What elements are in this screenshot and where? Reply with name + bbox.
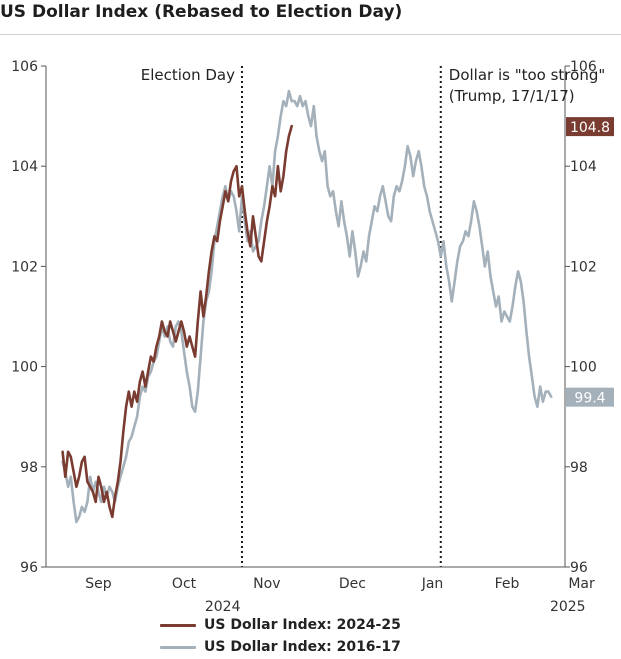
x-tick-label-feb: Feb: [495, 576, 520, 592]
y-tick-label-right: 96: [570, 560, 588, 576]
end-label-box-2024-25: [566, 117, 614, 137]
annotation-election-day: Election Day: [141, 66, 235, 84]
y-tick-label-right: 102: [570, 259, 597, 275]
end-label-box-2016-17: [566, 387, 614, 407]
annotation-too-strong-line-0: Dollar is "too strong": [449, 66, 605, 84]
y-tick-label-left: 106: [11, 59, 38, 75]
y-tick-label-right: 106: [570, 59, 597, 75]
x-tick-label-mar: Mar: [568, 576, 595, 592]
y-tick-label-right: 98: [570, 460, 588, 476]
legend: US Dollar Index: 2024-25 US Dollar Index…: [160, 614, 401, 658]
chart-title: US Dollar Index (Rebased to Election Day…: [0, 2, 403, 22]
end-label-2016-17: 99.4: [574, 391, 605, 407]
x-year-label-2025: 2025: [550, 599, 586, 612]
x-tick-label-sep: Sep: [85, 576, 112, 592]
y-tick-label-left: 96: [20, 560, 38, 576]
x-tick-label-dec: Dec: [339, 576, 366, 592]
series-line-2024-25: [61, 124, 293, 519]
x-tick-label-oct: Oct: [172, 576, 197, 592]
legend-swatch-2024-25: [160, 623, 196, 627]
legend-swatch-2016-17: [160, 645, 196, 649]
y-tick-label-left: 102: [11, 259, 38, 275]
series-line-2016-17: [61, 89, 553, 524]
x-year-label-2024: 2024: [205, 599, 241, 612]
y-tick-label-right: 100: [570, 360, 597, 376]
line-chart: 96 96 98 98 100 100 102 102 104 104 106 106 Sep Oct No…: [11, 59, 614, 612]
annotation-too-strong-line-1: (Trump, 17/1/17): [449, 87, 575, 105]
legend-label-2016-17: US Dollar Index: 2016-17: [204, 639, 401, 655]
x-tick-label-jan: Jan: [421, 576, 444, 592]
legend-item-2024-25: US Dollar Index: 2024-25: [160, 614, 401, 636]
y-tick-label-left: 104: [11, 159, 38, 175]
y-tick-label-right: 104: [570, 159, 597, 175]
y-tick-label-left: 100: [11, 360, 38, 376]
title-divider: [0, 34, 621, 35]
y-tick-label-left: 98: [20, 460, 38, 476]
end-label-2024-25: 104.8: [570, 120, 610, 136]
x-tick-label-nov: Nov: [253, 576, 280, 592]
legend-label-2024-25: US Dollar Index: 2024-25: [204, 617, 401, 633]
legend-item-2016-17: US Dollar Index: 2016-17: [160, 636, 401, 658]
